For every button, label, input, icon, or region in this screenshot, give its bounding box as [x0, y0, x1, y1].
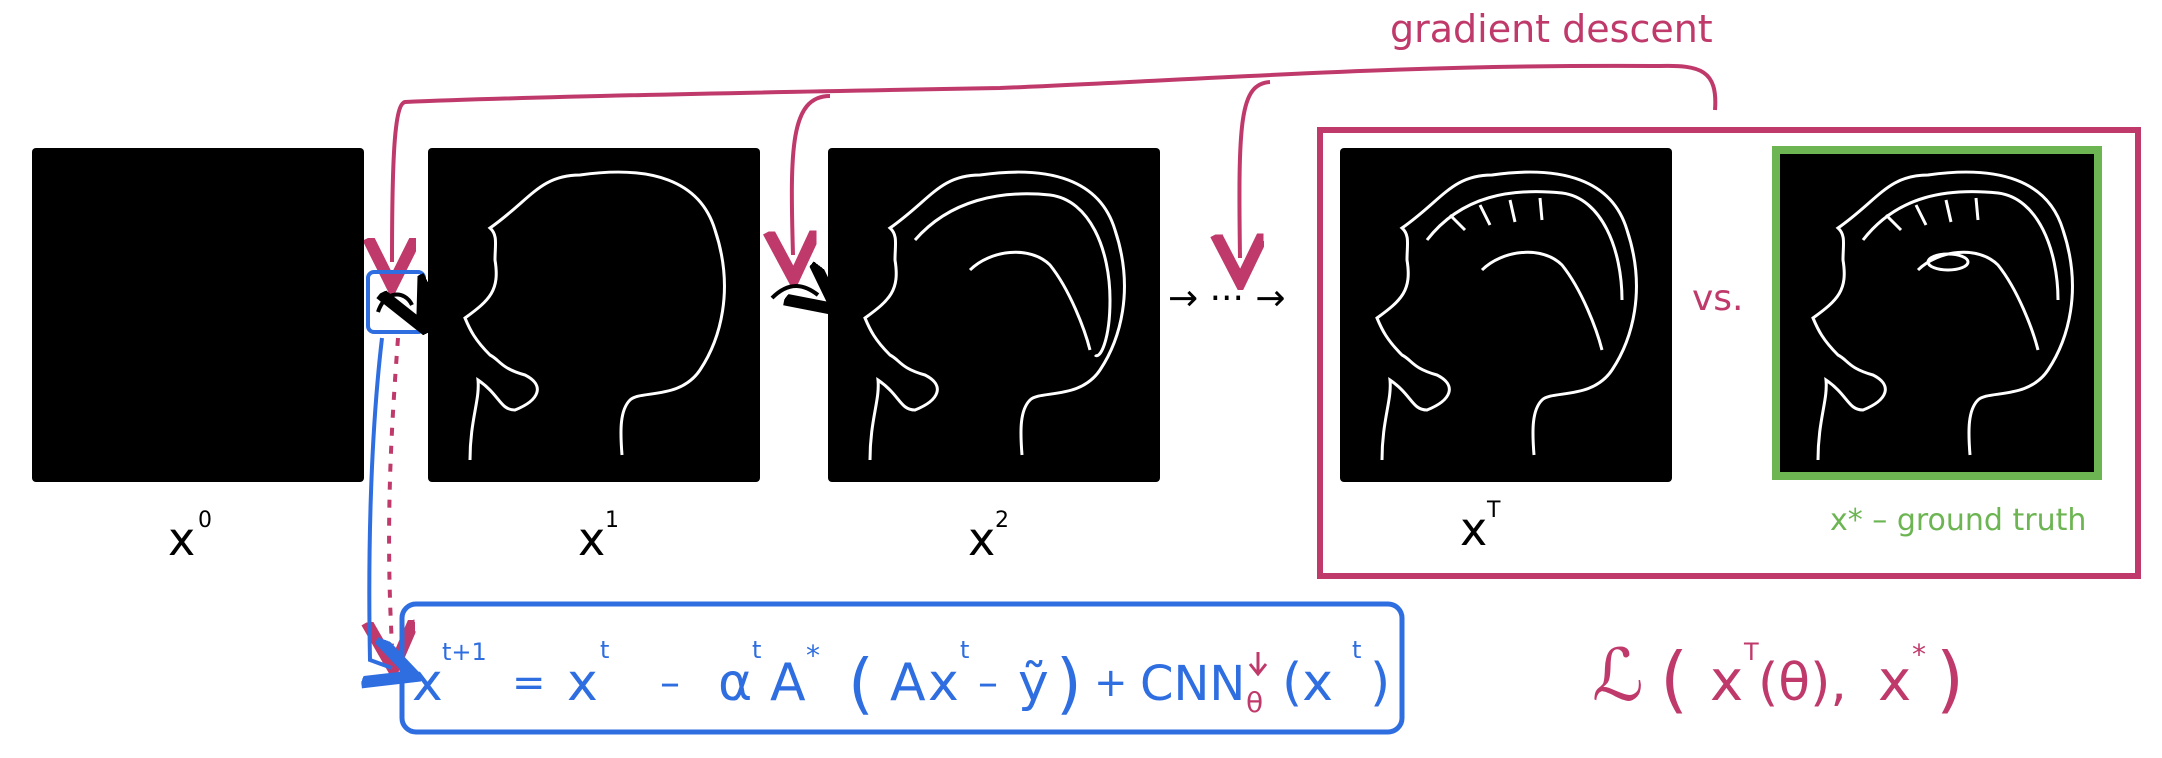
- label-x1: x: [578, 512, 605, 566]
- image-ground-truth: [1772, 146, 2102, 480]
- blue-link-to-equation: [369, 337, 392, 668]
- image-x2: [828, 148, 1160, 482]
- eq-paren-open: (: [848, 645, 874, 722]
- eq-A-adjoint: A: [770, 653, 806, 713]
- label-x2-sup: 2: [995, 508, 1009, 533]
- gradient-descent-curve: [392, 63, 1718, 262]
- loss-expression: ℒ ( x T (θ), x * ): [1592, 633, 1964, 721]
- loss-star: *: [1912, 638, 1926, 671]
- head-outline-ground-truth: [1811, 170, 2074, 461]
- ground-truth-label: x* – ground truth: [1830, 503, 2086, 538]
- loss-xT: x: [1710, 649, 1743, 714]
- loss-theta-arg: (θ),: [1758, 653, 1847, 713]
- eq-minus2: –: [978, 660, 998, 706]
- dashed-link-to-equation: [389, 337, 398, 645]
- loss-L: ℒ: [1592, 633, 1644, 717]
- loss-close: ): [1936, 637, 1964, 721]
- eq-lhs-sup: t+1: [442, 638, 487, 666]
- update-equation: x t+1 = x t – α t A * ( A x t – ỹ ) + CN…: [412, 636, 1390, 722]
- label-x1-sup: 1: [605, 508, 619, 533]
- update-step-arrow: [376, 295, 412, 312]
- label-x0-sup: 0: [198, 508, 212, 533]
- image-x1: [428, 148, 760, 482]
- gradient-arrow-to-xT: [1239, 80, 1271, 258]
- eq-x-t3-sup: t: [1352, 636, 1361, 664]
- arrow-x1-x2: [770, 286, 818, 298]
- eq-paren-close: ): [1056, 645, 1082, 722]
- eq-x-t2: x: [928, 653, 959, 713]
- eq-alpha-sup: t: [752, 636, 761, 664]
- gradient-arrow-to-x2: [792, 94, 831, 255]
- eq-close3: ): [1370, 653, 1390, 713]
- label-xT: x: [1460, 502, 1487, 556]
- label-x0: x: [168, 512, 195, 566]
- eq-theta: θ: [1246, 686, 1263, 719]
- head-outline-xT: [1375, 170, 1638, 461]
- eq-A-star: *: [806, 639, 820, 672]
- eq-equals: =: [512, 660, 546, 706]
- vs-label: vs.: [1692, 278, 1744, 319]
- eq-y-tilde: ỹ: [1018, 653, 1049, 713]
- update-step-box: [366, 270, 426, 334]
- update-equation-box: [399, 601, 1405, 735]
- loss-comparison-box: [1317, 127, 2141, 579]
- image-x0: [32, 148, 364, 482]
- head-outline-x1: [463, 170, 726, 461]
- gradient-descent-label: gradient descent: [1390, 7, 1713, 51]
- eq-cnn: CNN: [1140, 656, 1245, 712]
- eq-minus: –: [660, 660, 680, 706]
- loss-xstar: x: [1878, 649, 1911, 714]
- image-xT: [1340, 148, 1672, 482]
- head-outline-x2: [863, 170, 1126, 461]
- eq-x-t: x: [567, 653, 598, 713]
- loss-T: T: [1743, 638, 1759, 666]
- theta-down-arrow: [1248, 652, 1268, 677]
- eq-plus: +: [1094, 660, 1128, 706]
- ellipsis-arrows: → ··· →: [1168, 278, 1286, 319]
- loss-open: (: [1660, 637, 1688, 721]
- eq-x-t2-sup: t: [960, 636, 969, 664]
- eq-lhs: x: [412, 653, 443, 713]
- label-xT-sup: T: [1486, 498, 1501, 523]
- eq-x-t3: (x: [1282, 653, 1333, 713]
- eq-A: A: [890, 653, 926, 713]
- eq-x-t-sup: t: [600, 636, 609, 664]
- eq-alpha: α: [718, 653, 752, 713]
- label-x2: x: [968, 512, 995, 566]
